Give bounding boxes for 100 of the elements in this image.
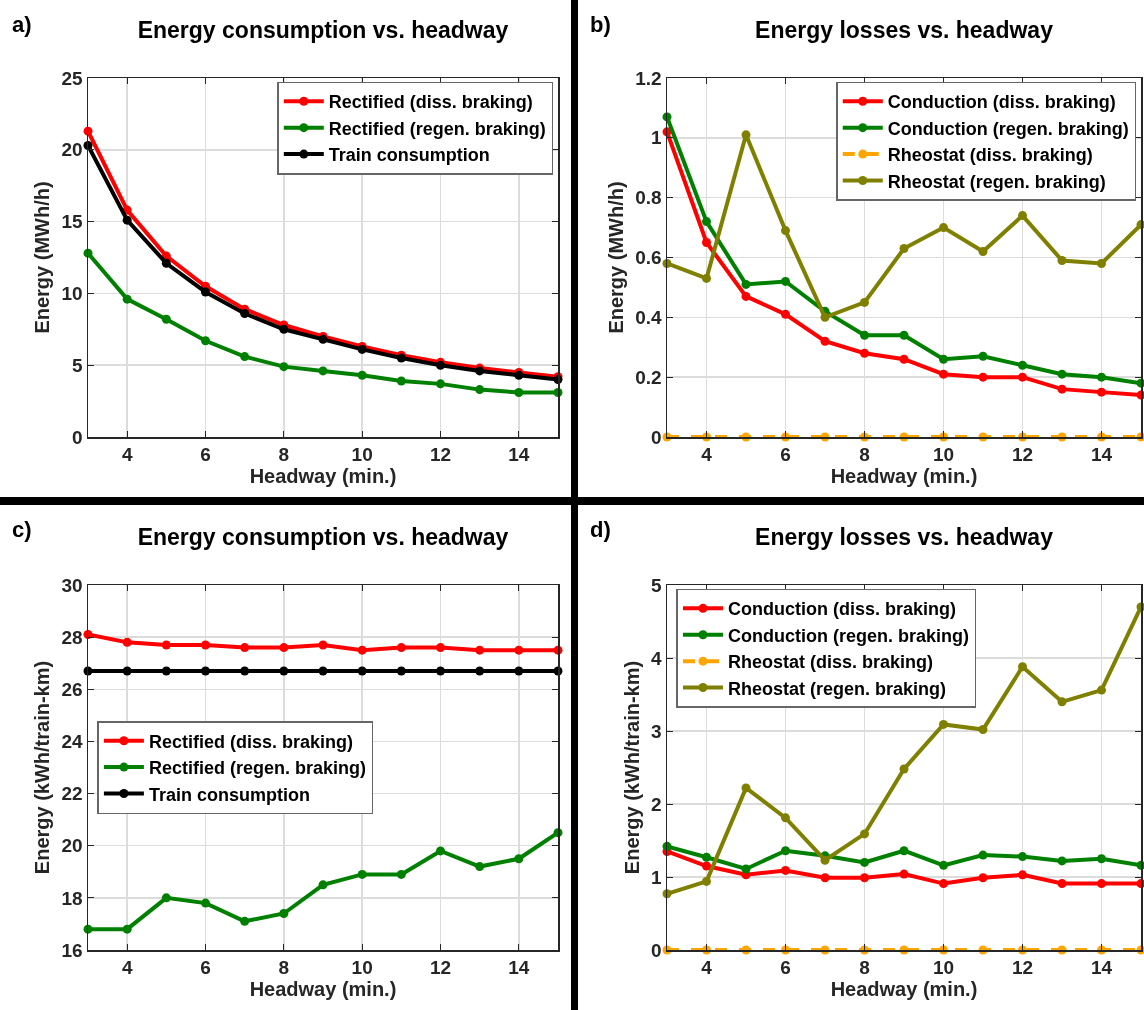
x-tick-label: 8 bbox=[278, 444, 290, 466]
legend-label: Conduction (diss. braking) bbox=[887, 92, 1116, 113]
point bbox=[161, 640, 171, 650]
point bbox=[781, 846, 790, 856]
point bbox=[122, 924, 132, 934]
point bbox=[396, 376, 406, 386]
point bbox=[318, 880, 328, 890]
x-tick-label: 10 bbox=[932, 444, 955, 466]
point bbox=[702, 273, 711, 283]
point bbox=[702, 876, 711, 886]
point bbox=[1057, 384, 1067, 394]
point bbox=[514, 666, 524, 676]
x-tick-label: 8 bbox=[278, 957, 290, 979]
point bbox=[201, 287, 210, 297]
y-tick-label: 20 bbox=[61, 139, 83, 161]
point bbox=[279, 324, 289, 334]
point bbox=[860, 829, 869, 839]
x-tick-label: 4 bbox=[701, 957, 713, 979]
text: b) bbox=[590, 12, 611, 37]
point bbox=[279, 643, 289, 653]
point bbox=[1097, 685, 1106, 695]
y-tick-label: 0.4 bbox=[635, 306, 663, 328]
x-tick-label: 6 bbox=[200, 957, 211, 979]
legend-label: Train consumption bbox=[148, 784, 310, 805]
point bbox=[899, 354, 909, 364]
x-tick-label: 4 bbox=[121, 444, 133, 466]
point bbox=[1097, 372, 1106, 382]
point bbox=[939, 719, 948, 729]
y-axis-title: Energy (MWh/h) bbox=[31, 181, 54, 334]
point bbox=[860, 330, 869, 340]
point bbox=[978, 351, 988, 361]
point bbox=[161, 314, 171, 324]
x-axis-title: Headway (min.) bbox=[249, 978, 397, 1001]
legend-label: Train consumption bbox=[328, 145, 490, 166]
point bbox=[475, 385, 485, 395]
point bbox=[1057, 697, 1067, 707]
y-tick-label: 28 bbox=[61, 626, 83, 648]
point bbox=[1018, 372, 1027, 382]
x-tick-label: 12 bbox=[429, 444, 452, 466]
x-tick-label: 4 bbox=[121, 957, 133, 979]
y-tick-label: 18 bbox=[61, 887, 83, 909]
point bbox=[240, 666, 250, 676]
point bbox=[860, 348, 869, 358]
text: a) bbox=[12, 12, 32, 37]
point bbox=[1057, 369, 1067, 379]
point bbox=[514, 387, 524, 397]
point bbox=[820, 855, 830, 865]
y-tick-label: 1.2 bbox=[635, 67, 662, 89]
chart-title: Energy losses vs. headway bbox=[755, 524, 1054, 550]
y-tick-label: 20 bbox=[61, 835, 83, 857]
point bbox=[1097, 258, 1106, 268]
point bbox=[939, 223, 948, 233]
point bbox=[741, 783, 751, 793]
y-axis-title: Energy (kWh/train-km) bbox=[620, 660, 643, 875]
point bbox=[820, 312, 830, 322]
point bbox=[860, 857, 869, 867]
point bbox=[781, 865, 790, 875]
x-tick-label: 14 bbox=[508, 957, 530, 979]
point bbox=[396, 643, 406, 653]
point bbox=[899, 764, 909, 774]
point bbox=[781, 813, 790, 823]
legend-label: Rectified (diss. braking) bbox=[148, 731, 353, 752]
point bbox=[396, 666, 406, 676]
point bbox=[475, 862, 485, 872]
y-tick-label: 0 bbox=[651, 939, 662, 961]
y-tick-label: 30 bbox=[61, 574, 83, 596]
point bbox=[702, 238, 711, 248]
point bbox=[436, 846, 445, 856]
y-axis-title: Energy (MWh/h) bbox=[605, 181, 628, 334]
x-tick-label: 8 bbox=[859, 444, 870, 466]
y-tick-label: 16 bbox=[61, 939, 83, 961]
legend-label: Rectified (regen. braking) bbox=[328, 118, 546, 139]
point bbox=[436, 379, 445, 389]
y-tick-label: 2 bbox=[651, 793, 662, 815]
point bbox=[899, 846, 909, 856]
point bbox=[279, 362, 289, 372]
x-tick-label: 8 bbox=[859, 957, 870, 979]
point bbox=[161, 258, 171, 268]
x-tick-label: 12 bbox=[1011, 444, 1034, 466]
legend-label: Rheostat (diss. braking) bbox=[727, 652, 934, 673]
point bbox=[318, 640, 328, 650]
y-tick-label: 1 bbox=[651, 866, 663, 888]
point bbox=[357, 666, 367, 676]
y-tick-label: 0.6 bbox=[635, 247, 662, 269]
text: d) bbox=[590, 517, 611, 542]
point bbox=[741, 864, 751, 874]
x-tick-label: 14 bbox=[508, 444, 530, 466]
legend-label: Rectified (regen. braking) bbox=[148, 758, 366, 779]
point bbox=[122, 666, 132, 676]
y-tick-label: 4 bbox=[651, 647, 663, 669]
x-tick-label: 12 bbox=[1011, 957, 1034, 979]
point bbox=[1018, 360, 1027, 370]
point bbox=[1057, 879, 1067, 889]
y-tick-label: 0 bbox=[651, 426, 662, 448]
point bbox=[240, 916, 250, 926]
point bbox=[899, 330, 909, 340]
point bbox=[1097, 387, 1106, 397]
point bbox=[514, 645, 524, 655]
point bbox=[201, 898, 210, 908]
y-tick-label: 3 bbox=[651, 720, 662, 742]
